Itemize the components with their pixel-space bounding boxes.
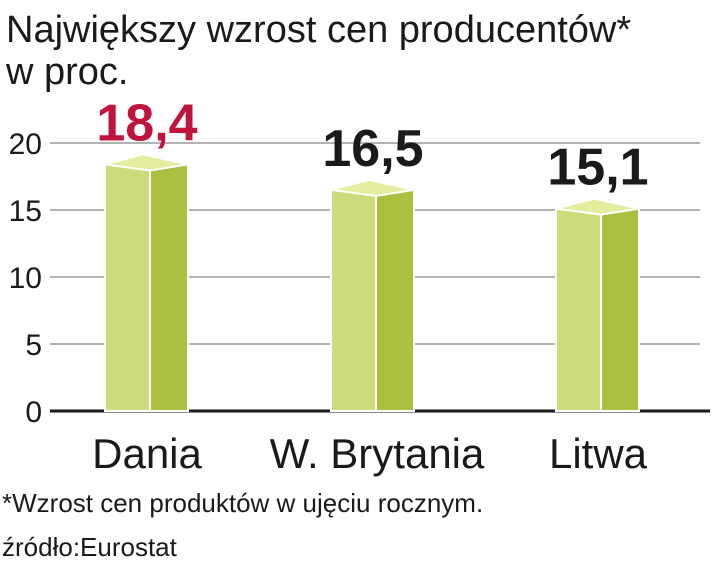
bar bbox=[555, 207, 602, 412]
value-label: 16,5 bbox=[322, 120, 423, 178]
y-tick-label: 15 bbox=[9, 195, 42, 228]
bar bbox=[104, 163, 151, 412]
y-tick-label: 5 bbox=[25, 329, 42, 362]
bar-top bbox=[555, 197, 640, 216]
source: źródło:Eurostat bbox=[2, 532, 178, 562]
y-tick-label: 10 bbox=[9, 262, 42, 295]
bar-side bbox=[600, 207, 640, 412]
bar-side bbox=[149, 163, 189, 412]
footnote: *Wzrost cen produktów w ujęciu rocznym. bbox=[2, 488, 483, 518]
x-tick-label: Dania bbox=[92, 430, 202, 477]
y-tick-label: 0 bbox=[25, 396, 42, 429]
value-label: 18,4 bbox=[96, 94, 197, 152]
chart-subtitle: w proc. bbox=[5, 51, 128, 93]
bar-side bbox=[375, 188, 415, 412]
bar-top bbox=[330, 178, 415, 197]
bar-top bbox=[104, 153, 189, 172]
x-tick-label: W. Brytania bbox=[270, 430, 485, 477]
chart-title: Największy wzrost cen producentów* bbox=[6, 9, 631, 51]
x-tick-label: Litwa bbox=[549, 430, 648, 477]
bar bbox=[330, 188, 377, 412]
y-tick-label: 20 bbox=[9, 128, 42, 161]
value-label: 15,1 bbox=[547, 139, 648, 197]
